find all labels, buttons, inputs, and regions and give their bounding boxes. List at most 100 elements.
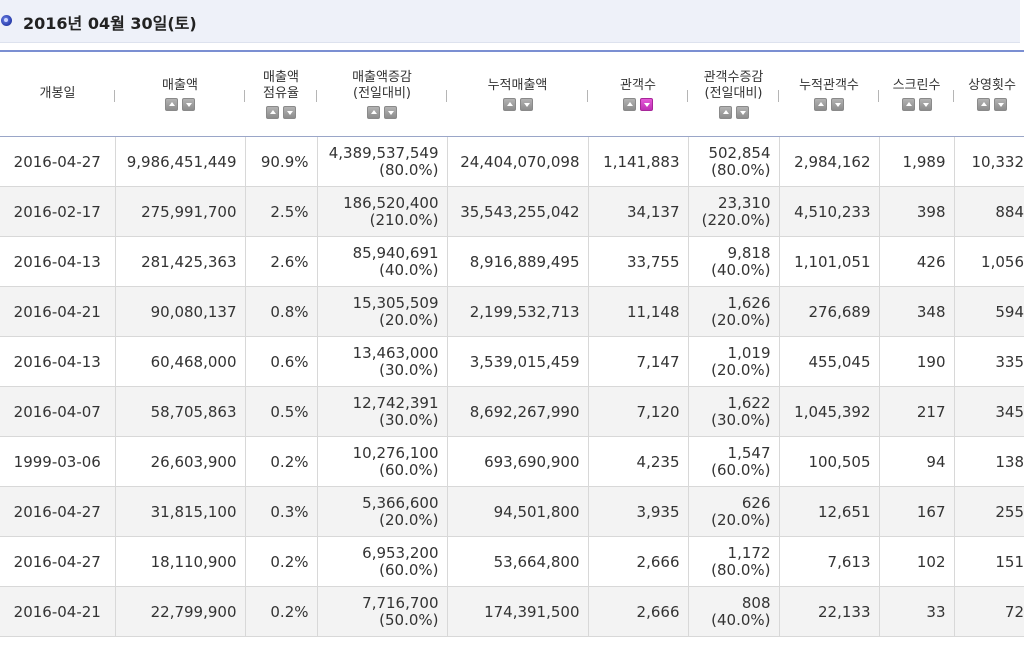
cell-shows: 884 bbox=[954, 186, 1024, 237]
cell-audience-change: 9,818 (40.0%) bbox=[688, 236, 780, 287]
change-value: 85,940,691 bbox=[352, 243, 439, 262]
column-label: 누적매출액 bbox=[487, 77, 548, 93]
sort-descending-icon[interactable] bbox=[831, 97, 844, 111]
change-percent: (210.0%) bbox=[369, 210, 439, 229]
cell-screens: 94 bbox=[879, 436, 955, 487]
sort-ascending-icon[interactable] bbox=[623, 97, 636, 111]
cell-cum-audience: 100,505 bbox=[779, 436, 880, 487]
change-percent: (20.0%) bbox=[379, 510, 439, 529]
page-title: 2016년 04월 30일(토) bbox=[23, 14, 197, 33]
change-percent: (20.0%) bbox=[379, 310, 439, 329]
sort-descending-icon[interactable] bbox=[994, 97, 1007, 111]
cell-sales-share: 2.5% bbox=[245, 186, 318, 237]
cell-cum-audience: 455,045 bbox=[779, 336, 880, 387]
cell-screens: 33 bbox=[879, 586, 955, 637]
cell-open-date: 2016-04-13 bbox=[0, 336, 116, 387]
cell-shows: 151 bbox=[954, 536, 1024, 587]
sort-ascending-icon[interactable] bbox=[814, 97, 827, 111]
column-label: 매출액 bbox=[162, 77, 198, 93]
sort-descending-icon[interactable] bbox=[735, 105, 749, 119]
cell-sales: 26,603,900 bbox=[115, 436, 246, 487]
column-header-audience-change: 관객수증감 (전일대비) bbox=[688, 50, 779, 137]
box-office-table: 개봉일 매출액 매출액 점유율 매출액증감 (전일대비) 누적매출액 관객수 관객수증감 (전일대… bbox=[0, 50, 1024, 637]
change-value: 4,389,537,549 bbox=[328, 143, 439, 162]
change-percent: (60.0%) bbox=[379, 460, 439, 479]
sort-ascending-icon[interactable] bbox=[977, 97, 990, 111]
change-value: 23,310 bbox=[718, 193, 771, 212]
sort-ascending-icon[interactable] bbox=[502, 97, 516, 111]
sort-descending-icon[interactable] bbox=[384, 105, 397, 119]
sort-descending-icon[interactable] bbox=[283, 105, 296, 119]
cell-audience-change: 1,019 (20.0%) bbox=[688, 336, 780, 387]
change-percent: (30.0%) bbox=[379, 410, 439, 429]
cell-open-date: 2016-04-21 bbox=[0, 586, 116, 637]
column-header-audience: 관객수 bbox=[588, 50, 688, 137]
cell-open-date: 2016-02-17 bbox=[0, 186, 116, 237]
cell-audience: 33,755 bbox=[588, 236, 689, 287]
sort-descending-icon[interactable] bbox=[918, 97, 932, 111]
column-sublabel: (전일대비) bbox=[704, 85, 763, 101]
cell-sales: 31,815,100 bbox=[115, 486, 246, 537]
table-row: 2016-04-13 60,468,000 0.6% 13,463,000 (30.0%… bbox=[0, 336, 1024, 387]
cell-sales-change: 186,520,400 (210.0%) bbox=[317, 186, 448, 237]
table-row: 2016-04-13 281,425,363 2.6% 85,940,691 (40.0… bbox=[0, 236, 1024, 287]
change-value: 186,520,400 bbox=[343, 193, 439, 212]
sort-ascending-icon[interactable] bbox=[367, 105, 380, 119]
change-percent: (30.0%) bbox=[711, 410, 771, 429]
cell-cum-audience: 22,133 bbox=[779, 586, 880, 637]
table-row: 2016-04-07 58,705,863 0.5% 12,742,391 (30.0%… bbox=[0, 386, 1024, 437]
table-row: 2016-02-17 275,991,700 2.5% 186,520,400 (210… bbox=[0, 186, 1024, 237]
change-value: 1,172 bbox=[727, 543, 771, 562]
cell-audience: 34,137 bbox=[588, 186, 689, 237]
sort-descending-icon[interactable] bbox=[182, 97, 195, 111]
cell-cum-sales: 53,664,800 bbox=[447, 536, 589, 587]
sort-controls bbox=[588, 97, 688, 111]
cell-sales-share: 0.2% bbox=[245, 536, 318, 587]
sort-ascending-icon[interactable] bbox=[165, 97, 178, 111]
change-percent: (80.0%) bbox=[711, 560, 771, 579]
sort-controls bbox=[879, 97, 954, 111]
cell-sales-change: 10,276,100 (60.0%) bbox=[317, 436, 448, 487]
sort-controls bbox=[779, 97, 879, 111]
change-value: 6,953,200 bbox=[362, 543, 439, 562]
cell-sales-change: 85,940,691 (40.0%) bbox=[317, 236, 448, 287]
cell-open-date: 1999-03-06 bbox=[0, 436, 116, 487]
table-row: 2016-04-21 90,080,137 0.8% 15,305,509 (20.0%… bbox=[0, 286, 1024, 337]
cell-audience: 4,235 bbox=[588, 436, 689, 487]
column-header-screens: 스크린수 bbox=[879, 50, 954, 137]
column-divider bbox=[587, 90, 588, 102]
column-sublabel: (전일대비) bbox=[353, 85, 411, 101]
change-value: 9,818 bbox=[727, 243, 771, 262]
cell-open-date: 2016-04-27 bbox=[0, 136, 116, 187]
change-value: 626 bbox=[741, 493, 771, 512]
sort-ascending-icon[interactable] bbox=[266, 105, 279, 119]
column-divider bbox=[687, 90, 688, 102]
cell-screens: 1,989 bbox=[879, 136, 955, 187]
cell-cum-audience: 7,613 bbox=[779, 536, 880, 587]
cell-cum-audience: 1,045,392 bbox=[779, 386, 880, 437]
cell-cum-audience: 4,510,233 bbox=[779, 186, 880, 237]
sort-descending-icon[interactable] bbox=[519, 97, 533, 111]
column-label: 매출액증감 bbox=[352, 69, 412, 85]
cell-audience-change: 502,854 (80.0%) bbox=[688, 136, 780, 187]
cell-screens: 167 bbox=[879, 486, 955, 537]
sort-descending-icon[interactable] bbox=[640, 97, 653, 111]
column-label: 스크린수 bbox=[892, 77, 941, 93]
column-header-cum-audience: 누적관객수 bbox=[779, 50, 879, 137]
cell-cum-audience: 1,101,051 bbox=[779, 236, 880, 287]
change-percent: (50.0%) bbox=[379, 610, 439, 629]
change-value: 808 bbox=[741, 593, 771, 612]
change-value: 1,547 bbox=[727, 443, 771, 462]
cell-sales: 60,468,000 bbox=[115, 336, 246, 387]
cell-sales-share: 0.3% bbox=[245, 486, 318, 537]
box-office-table-wrap: 개봉일 매출액 매출액 점유율 매출액증감 (전일대비) 누적매출액 관객수 관객수증감 (전일대… bbox=[0, 50, 1024, 637]
cell-open-date: 2016-04-27 bbox=[0, 536, 116, 587]
cell-sales-change: 5,366,600 (20.0%) bbox=[317, 486, 448, 537]
cell-shows: 10,332 bbox=[954, 136, 1024, 187]
cell-sales: 275,991,700 bbox=[115, 186, 246, 237]
cell-cum-sales: 8,692,267,990 bbox=[447, 386, 589, 437]
column-header-open-date: 개봉일 bbox=[0, 50, 115, 137]
cell-screens: 190 bbox=[879, 336, 955, 387]
sort-ascending-icon[interactable] bbox=[718, 105, 732, 119]
sort-ascending-icon[interactable] bbox=[901, 97, 915, 111]
